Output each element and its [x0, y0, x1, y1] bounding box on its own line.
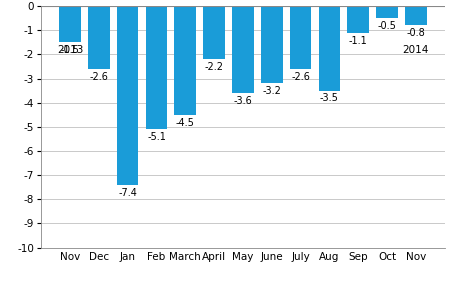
Text: -4.5: -4.5	[176, 118, 195, 128]
Text: -5.1: -5.1	[147, 132, 166, 142]
Text: -0.5: -0.5	[378, 21, 396, 31]
Text: -3.6: -3.6	[233, 96, 252, 106]
Text: -3.2: -3.2	[262, 86, 281, 96]
Bar	[290, 6, 311, 69]
Text: -1.5: -1.5	[60, 45, 79, 55]
Text: 2013: 2013	[57, 45, 83, 55]
Bar	[232, 6, 254, 93]
Bar	[88, 6, 110, 69]
Bar	[261, 6, 282, 83]
Text: -7.4: -7.4	[118, 188, 137, 198]
Bar	[347, 6, 369, 33]
Bar	[59, 6, 81, 42]
Bar	[146, 6, 167, 129]
Text: -2.6: -2.6	[291, 72, 310, 82]
Text: 2014: 2014	[403, 45, 429, 55]
Text: -0.8: -0.8	[406, 28, 425, 38]
Bar	[174, 6, 196, 115]
Bar	[319, 6, 340, 91]
Text: -1.1: -1.1	[349, 36, 367, 46]
Text: -2.2: -2.2	[205, 62, 223, 72]
Bar	[376, 6, 398, 18]
Text: -2.6: -2.6	[89, 72, 108, 82]
Bar	[405, 6, 427, 25]
Text: -3.5: -3.5	[320, 94, 339, 104]
Bar	[203, 6, 225, 59]
Bar	[117, 6, 138, 185]
